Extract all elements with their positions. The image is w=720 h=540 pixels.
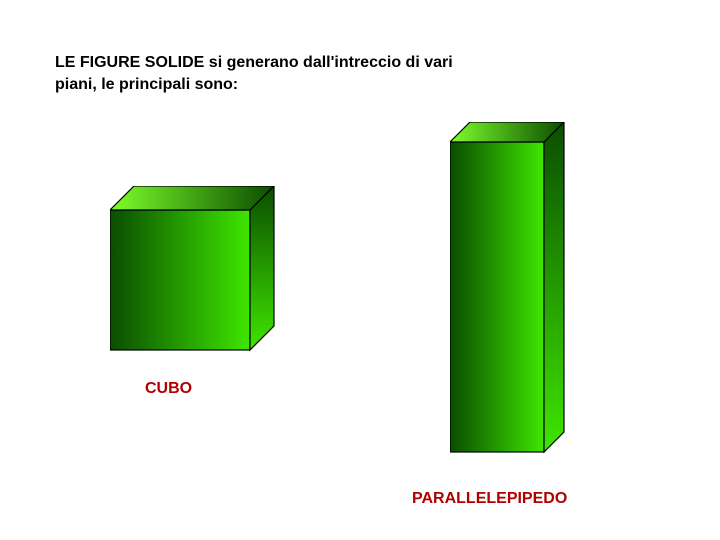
parallelepiped-top-face	[450, 122, 564, 142]
parallelepiped-label: PARALLELEPIPEDO	[412, 490, 567, 508]
cube-front-face	[110, 210, 250, 350]
parallelepiped-shape	[450, 122, 566, 454]
parallelepiped-right-face	[544, 122, 564, 452]
cube-right-face	[250, 186, 274, 350]
cube-top-face	[110, 186, 274, 210]
parallelepiped-front-face	[450, 142, 544, 452]
cube-shape	[110, 186, 276, 352]
cube-label: CUBO	[145, 380, 192, 398]
page-title: LE FIGURE SOLIDE si generano dall'intrec…	[55, 52, 485, 95]
